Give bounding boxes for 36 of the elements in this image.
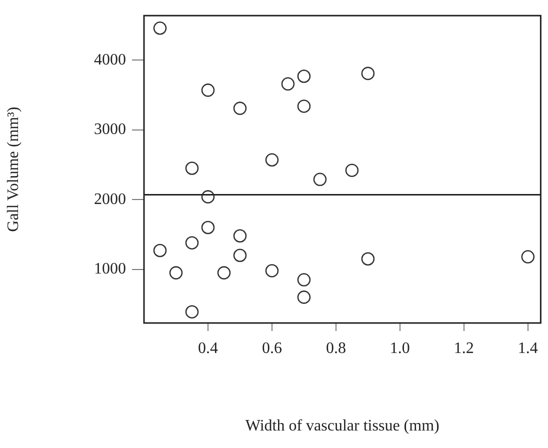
x-tick-label: 1.0 [390, 340, 410, 357]
y-tick-label: 1000 [94, 260, 126, 278]
point [201, 220, 215, 234]
x-tick-label: 0.4 [198, 340, 218, 357]
x-tick-label: 1.2 [454, 340, 474, 357]
x-tick-label: 0.8 [326, 340, 346, 357]
point [185, 236, 199, 250]
point [185, 162, 199, 175]
y-tick-label: 2000 [94, 190, 126, 208]
point [233, 229, 247, 243]
point [217, 266, 231, 280]
point [361, 252, 375, 266]
point [297, 290, 311, 304]
point [345, 164, 359, 177]
point [185, 305, 199, 318]
point [297, 273, 311, 286]
point [233, 102, 247, 115]
point [201, 84, 215, 97]
point [361, 66, 375, 80]
point [233, 248, 247, 262]
point [265, 264, 279, 278]
point [297, 70, 311, 83]
point [297, 100, 311, 113]
point [313, 172, 327, 186]
x-axis-title: Width of vascular tissue (mm) [245, 418, 440, 435]
x-tick-label: 1.4 [518, 340, 538, 357]
point [169, 266, 183, 280]
y-tick-label: 3000 [94, 121, 126, 138]
point [153, 244, 167, 258]
point [153, 21, 167, 35]
y-axis-title: Gall Volume (mm³) [4, 106, 22, 232]
point [265, 153, 279, 167]
point [281, 77, 295, 91]
y-tick-label: 4000 [94, 51, 126, 68]
point [521, 250, 535, 264]
x-tick-label: 0.6 [262, 340, 282, 357]
